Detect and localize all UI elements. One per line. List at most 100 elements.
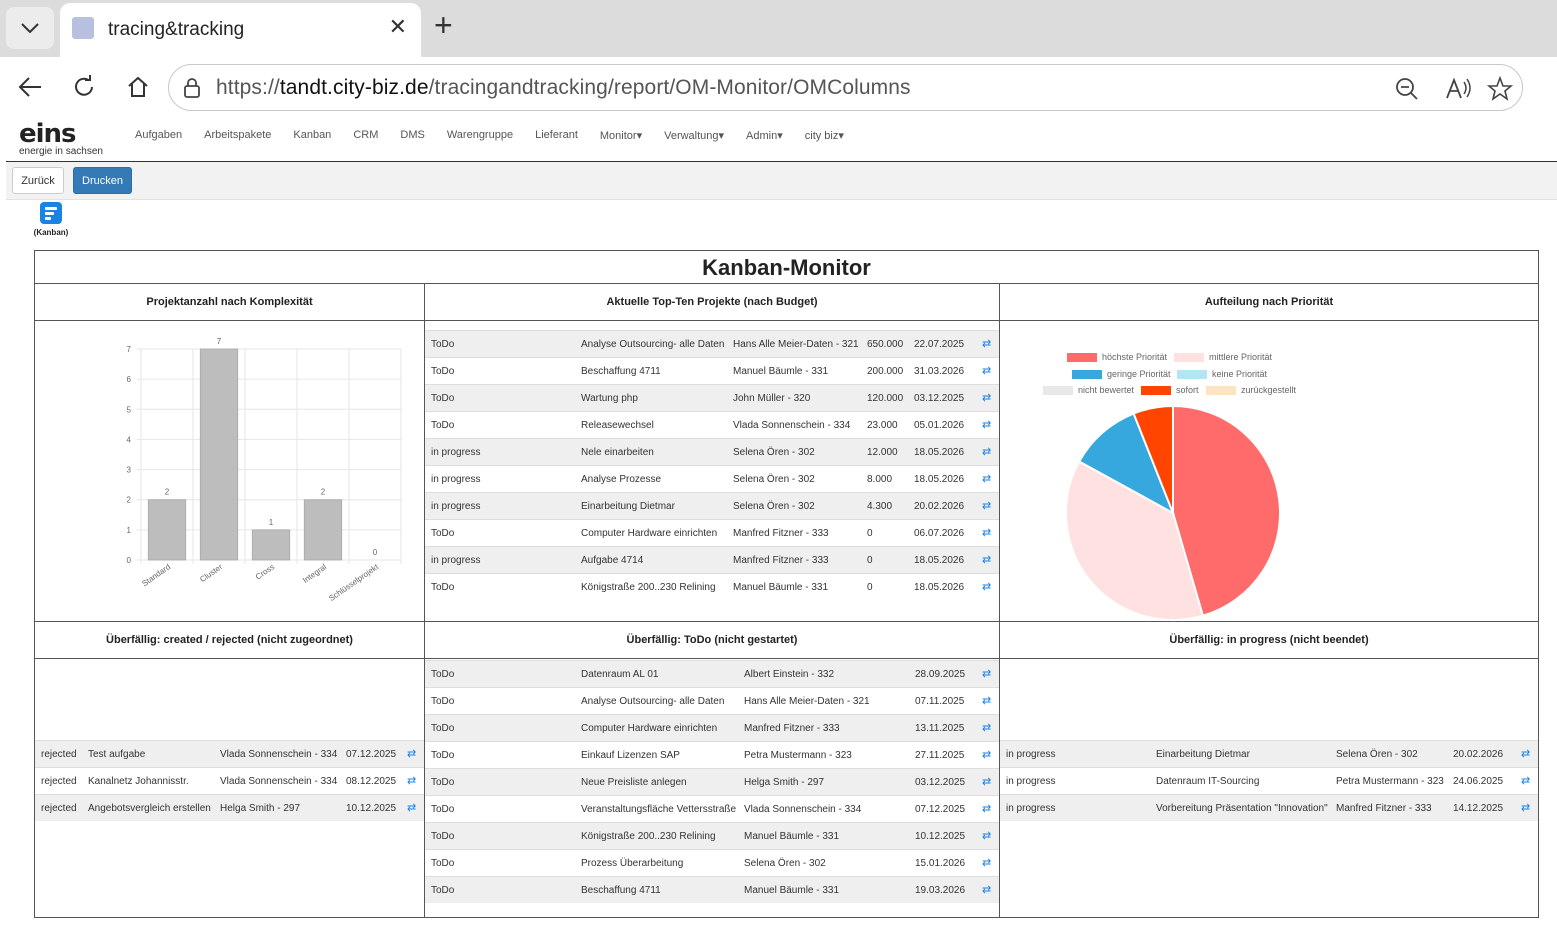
menu-item-verwaltung[interactable]: Verwaltung▾	[664, 130, 725, 142]
table-row[interactable]: ToDo Königstraße 200..230 Relining Manuel …	[425, 573, 999, 600]
refresh-icon[interactable]: ⇄	[982, 830, 992, 842]
refresh-icon[interactable]: ⇄	[982, 668, 992, 680]
refresh-icon[interactable]: ⇄	[1521, 802, 1531, 814]
read-aloud-icon[interactable]	[1444, 76, 1472, 102]
table-row[interactable]: ToDo Einkauf Lizenzen SAP Petra Mustermann…	[425, 741, 999, 768]
refresh-icon[interactable]: ⇄	[982, 749, 992, 761]
table-cell: Albert Einstein - 332	[744, 669, 835, 680]
table-row[interactable]: ToDo Wartung php John Müller - 320 120.000 0…	[425, 384, 999, 411]
table-row[interactable]: rejected Kanalnetz Johannisstr. Vlada Sonn…	[35, 767, 424, 794]
menu-item-admin[interactable]: Admin▾	[746, 130, 783, 142]
close-icon[interactable]: ✕	[388, 14, 407, 39]
table-row[interactable]: ToDo Analyse Outsourcing- alle Daten Hans …	[425, 330, 999, 357]
new-tab-icon[interactable]: +	[434, 7, 453, 43]
refresh-icon[interactable]: ⇄	[407, 775, 417, 787]
refresh-icon[interactable]: ⇄	[982, 527, 992, 539]
pie-slice[interactable]	[1172, 404, 1281, 617]
legend-item[interactable]: nicht bewertet	[1043, 385, 1134, 396]
table-row[interactable]: in progress Vorbereitung Präsentation "In…	[1000, 794, 1538, 821]
table-row[interactable]: ToDo Prozess Überarbeitung Selena Ören - 3…	[425, 849, 999, 876]
menu-item-arbeitspakete[interactable]: Arbeitspakete	[204, 129, 272, 141]
back-icon[interactable]	[14, 71, 46, 103]
refresh-icon[interactable]: ⇄	[982, 803, 992, 815]
table-cell: Königstraße 200..230 Relining	[581, 582, 716, 593]
refresh-icon[interactable]: ⇄	[982, 500, 992, 512]
menu-item-dms[interactable]: DMS	[400, 129, 425, 141]
table-row[interactable]: ToDo Königstraße 200..230 Relining Manuel …	[425, 822, 999, 849]
refresh-icon[interactable]: ⇄	[982, 419, 992, 431]
legend-item[interactable]: sofort	[1141, 385, 1199, 396]
table-row[interactable]: ToDo Computer Hardware einrichten Manfred …	[425, 714, 999, 741]
table-row[interactable]: ToDo Computer Hardware einrichten Manfred …	[425, 519, 999, 546]
legend-item[interactable]: geringe Priorität	[1072, 369, 1171, 380]
favorite-star-icon[interactable]	[1487, 76, 1513, 102]
logo[interactable]: eins energie in sachsen	[19, 119, 103, 157]
legend-item[interactable]: mittlere Priorität	[1174, 352, 1272, 363]
table-row[interactable]: in progress Analyse Prozesse Selena Ören -…	[425, 465, 999, 492]
menu-item-kanban[interactable]: Kanban	[293, 129, 332, 141]
table-row[interactable]: in progress Aufgabe 4714 Manfred Fitzner -…	[425, 546, 999, 573]
tab-list-button[interactable]	[6, 7, 54, 49]
menu-item-monitor[interactable]: Monitor▾	[599, 130, 643, 142]
home-icon[interactable]	[122, 71, 154, 103]
refresh-icon[interactable]: ⇄	[982, 695, 992, 707]
refresh-icon[interactable]: ⇄	[1521, 775, 1531, 787]
table-cell: 23.000	[867, 420, 898, 431]
refresh-icon[interactable]: ⇄	[982, 776, 992, 788]
table-row[interactable]: ToDo Veranstaltungsfläche Vettersstraße Vl…	[425, 795, 999, 822]
table-row[interactable]: ToDo Analyse Outsourcing- alle Daten Hans …	[425, 687, 999, 714]
table-cell: 19.03.2026	[915, 885, 966, 896]
refresh-icon[interactable]: ⇄	[982, 473, 992, 485]
url-field[interactable]: https://tandt.city-biz.de/tracingandtrac…	[168, 64, 1523, 111]
refresh-icon[interactable]: ⇄	[982, 857, 992, 869]
refresh-icon[interactable]: ⇄	[982, 446, 992, 458]
legend-item[interactable]: keine Priorität	[1177, 369, 1267, 380]
pie-slice[interactable]	[1077, 412, 1175, 516]
table-row[interactable]: rejected Angebotsvergleich erstellen Helga…	[35, 794, 424, 821]
legend-swatch	[1174, 353, 1204, 363]
browser-tab[interactable]: tracing&tracking ✕	[60, 3, 421, 57]
refresh-icon[interactable]: ⇄	[982, 884, 992, 896]
table-cell: Manfred Fitzner - 333	[733, 555, 829, 566]
legend-item[interactable]: zurückgestellt	[1206, 385, 1296, 396]
table-cell: Einkauf Lizenzen SAP	[581, 750, 680, 761]
topten-table: ToDo Analyse Outsourcing- alle Daten Hans …	[425, 330, 999, 600]
refresh-icon[interactable]: ⇄	[982, 365, 992, 377]
zoom-icon[interactable]	[1394, 76, 1420, 102]
refresh-icon[interactable]: ⇄	[982, 338, 992, 350]
lock-icon[interactable]	[183, 77, 201, 99]
table-cell: 120.000	[867, 393, 904, 404]
table-row[interactable]: in progress Einarbeitung Dietmar Selena Ör…	[425, 492, 999, 519]
legend-item[interactable]: höchste Priorität	[1067, 352, 1167, 363]
table-cell: 07.12.2025	[346, 749, 397, 760]
reload-icon[interactable]	[68, 71, 100, 103]
table-row[interactable]: in progress Nele einarbeiten Selena Ören -…	[425, 438, 999, 465]
refresh-icon[interactable]: ⇄	[1521, 748, 1531, 760]
table-row[interactable]: ToDo Datenraum AL 01 Albert Einstein - 332…	[425, 660, 999, 687]
menu-item-crm[interactable]: CRM	[353, 129, 379, 141]
table-row[interactable]: ToDo Releasewechsel Vlada Sonnenschein - 3…	[425, 411, 999, 438]
refresh-icon[interactable]: ⇄	[407, 802, 417, 814]
table-row[interactable]: ToDo Neue Preisliste anlegen Helga Smith -…	[425, 768, 999, 795]
menu-item-city-biz[interactable]: city biz▾	[804, 130, 844, 142]
pie-slice[interactable]	[1132, 404, 1174, 514]
menu-item-lieferant[interactable]: Lieferant	[535, 129, 578, 141]
refresh-icon[interactable]: ⇄	[407, 748, 417, 760]
table-row[interactable]: in progress Datenraum IT-Sourcing Petra Mu…	[1000, 767, 1538, 794]
legend-label: sofort	[1176, 385, 1199, 395]
refresh-icon[interactable]: ⇄	[982, 392, 992, 404]
back-button[interactable]: Zurück	[12, 167, 64, 194]
table-row[interactable]: ToDo Beschaffung 4711 Manuel Bäumle - 331 1…	[425, 876, 999, 903]
refresh-icon[interactable]: ⇄	[982, 554, 992, 566]
legend-swatch	[1177, 370, 1207, 380]
kanban-link[interactable]: (Kanban)	[30, 202, 72, 237]
table-row[interactable]: ToDo Beschaffung 4711 Manuel Bäumle - 331 2…	[425, 357, 999, 384]
menu-item-warengruppe[interactable]: Warengruppe	[446, 129, 514, 141]
print-button[interactable]: Drucken	[73, 167, 132, 194]
menu-item-aufgaben[interactable]: Aufgaben	[135, 129, 183, 141]
pie-slice[interactable]	[1065, 460, 1205, 621]
table-row[interactable]: in progress Einarbeitung Dietmar Selena Ör…	[1000, 740, 1538, 767]
refresh-icon[interactable]: ⇄	[982, 581, 992, 593]
table-row[interactable]: rejected Test aufgabe Vlada Sonnenschein -…	[35, 740, 424, 767]
refresh-icon[interactable]: ⇄	[982, 722, 992, 734]
